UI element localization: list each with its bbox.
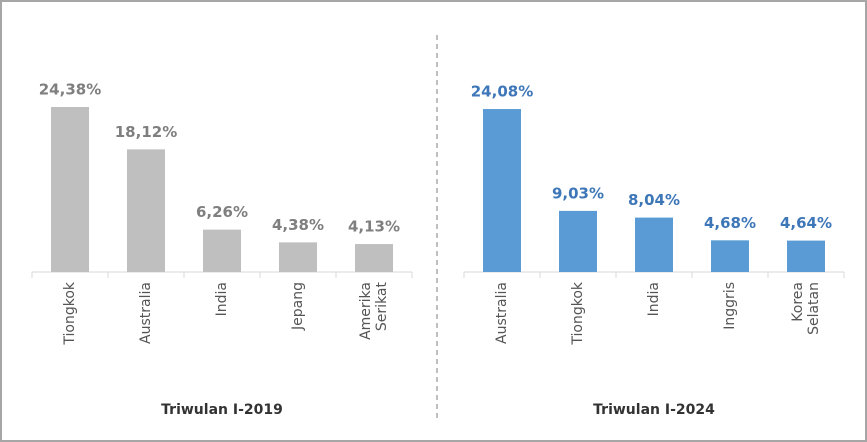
value-label: 4,64% xyxy=(780,214,832,232)
category-label: Tiongkok xyxy=(570,281,586,346)
category-label: Australia xyxy=(494,282,510,344)
bar xyxy=(279,242,317,272)
category-label: Jepang xyxy=(290,282,306,331)
bar xyxy=(127,149,165,272)
value-label: 18,12% xyxy=(115,123,177,141)
bar xyxy=(635,217,673,272)
value-label: 4,38% xyxy=(272,216,324,234)
category-label: Tiongkok xyxy=(62,281,78,346)
bar xyxy=(51,107,89,272)
bar xyxy=(711,240,749,272)
bar xyxy=(483,109,521,272)
category-label: AmerikaSerikat xyxy=(358,281,390,339)
value-label: 4,13% xyxy=(348,218,400,236)
value-label: 24,38% xyxy=(39,81,101,99)
category-label: KoreaSelatan xyxy=(790,282,822,335)
value-label: 8,04% xyxy=(628,191,680,209)
chart-title: Triwulan I-2019 xyxy=(161,402,283,418)
chart-title: Triwulan I-2024 xyxy=(593,402,715,418)
bar xyxy=(787,240,825,272)
value-label: 24,08% xyxy=(471,83,533,101)
value-label: 6,26% xyxy=(196,203,248,221)
bar xyxy=(559,210,597,272)
category-label: India xyxy=(214,282,230,316)
bar xyxy=(355,244,393,272)
category-label: Australia xyxy=(138,282,154,344)
category-label: India xyxy=(646,282,662,316)
category-label: Inggris xyxy=(722,282,738,330)
bar xyxy=(203,229,241,272)
value-label: 4,68% xyxy=(704,214,756,232)
value-label: 9,03% xyxy=(552,184,604,202)
